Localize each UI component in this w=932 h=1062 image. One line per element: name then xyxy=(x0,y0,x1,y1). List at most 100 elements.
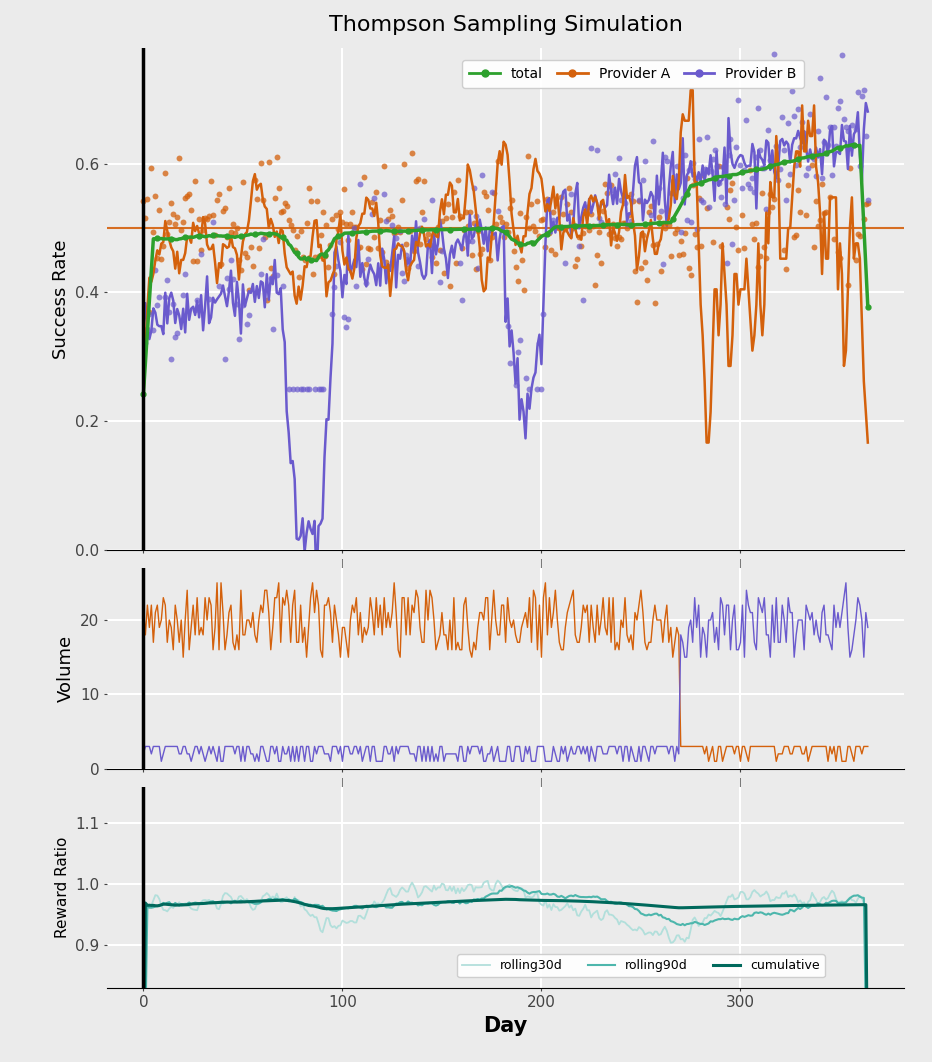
rolling90d xyxy=(761,908,772,921)
Point xyxy=(217,352,232,369)
Point xyxy=(303,193,318,210)
Point xyxy=(608,229,623,246)
Point xyxy=(480,202,495,219)
Point xyxy=(323,237,338,254)
Point xyxy=(848,252,863,269)
Point xyxy=(367,228,382,245)
Point xyxy=(834,47,849,64)
Point xyxy=(142,306,157,323)
Point xyxy=(839,118,854,135)
Point xyxy=(773,160,788,177)
Line: rolling30d: rolling30d xyxy=(144,880,868,1062)
Point xyxy=(406,243,421,260)
Point xyxy=(560,195,575,212)
Point xyxy=(224,224,239,241)
Point xyxy=(508,258,523,275)
cumulative xyxy=(336,902,348,914)
Point xyxy=(544,241,559,258)
Point xyxy=(711,157,726,174)
Point xyxy=(787,229,802,246)
Point xyxy=(271,179,286,196)
Point xyxy=(146,322,161,339)
Point xyxy=(359,275,374,292)
Point xyxy=(650,188,665,205)
Point xyxy=(349,277,363,294)
Point xyxy=(350,240,365,257)
Point xyxy=(532,335,547,352)
Point xyxy=(681,161,696,178)
Point xyxy=(809,192,824,209)
Point xyxy=(422,237,437,254)
Point xyxy=(536,210,551,227)
Point xyxy=(327,266,342,282)
Point xyxy=(569,251,584,268)
Point xyxy=(154,250,169,267)
Point xyxy=(212,185,226,202)
Line: rolling90d: rolling90d xyxy=(144,886,868,1062)
Point xyxy=(622,207,637,224)
Point xyxy=(305,266,320,282)
Point xyxy=(697,160,712,177)
Point xyxy=(809,168,824,185)
Point xyxy=(311,380,326,397)
Point xyxy=(287,241,302,258)
Point xyxy=(604,176,619,193)
Point xyxy=(592,209,607,226)
Point xyxy=(793,139,808,156)
Point xyxy=(315,204,330,221)
Point xyxy=(164,350,179,367)
Point xyxy=(855,88,870,105)
Point xyxy=(532,228,547,245)
Point xyxy=(689,239,704,256)
Point xyxy=(337,308,352,325)
Point xyxy=(441,195,456,212)
Point xyxy=(790,181,805,198)
Point xyxy=(394,264,409,281)
Point xyxy=(673,233,688,250)
cumulative xyxy=(500,893,511,906)
Point xyxy=(526,217,541,234)
Point xyxy=(364,193,379,210)
Point xyxy=(201,291,216,308)
Point xyxy=(811,122,826,139)
Point xyxy=(148,187,163,204)
Point xyxy=(733,156,747,173)
Point xyxy=(162,304,177,321)
Point xyxy=(667,224,682,241)
Point xyxy=(602,226,617,243)
Point xyxy=(788,156,803,173)
Point xyxy=(500,224,515,241)
Point xyxy=(468,207,483,224)
Point xyxy=(572,228,587,245)
Point xyxy=(566,219,581,236)
Point xyxy=(657,220,672,237)
Point xyxy=(820,136,835,153)
Point xyxy=(257,229,272,246)
Point xyxy=(671,246,686,263)
Point xyxy=(729,219,744,236)
Point xyxy=(853,157,868,174)
Point xyxy=(769,138,784,155)
Point xyxy=(613,230,628,247)
Point xyxy=(226,216,240,233)
rolling30d xyxy=(761,885,772,897)
Point xyxy=(295,380,310,397)
Point xyxy=(494,213,509,230)
Point xyxy=(397,155,412,172)
Point xyxy=(860,194,875,211)
cumulative xyxy=(291,895,302,908)
Point xyxy=(530,193,545,210)
Point xyxy=(299,380,314,397)
Point xyxy=(659,153,674,170)
Point xyxy=(510,343,525,360)
Point xyxy=(641,204,656,221)
Point xyxy=(331,220,346,237)
Point xyxy=(471,223,486,240)
Point xyxy=(620,220,635,237)
Point xyxy=(853,227,868,244)
Point xyxy=(353,176,368,193)
rolling30d xyxy=(426,886,437,898)
Point xyxy=(339,319,354,336)
Point xyxy=(552,220,567,237)
Point xyxy=(391,219,405,236)
